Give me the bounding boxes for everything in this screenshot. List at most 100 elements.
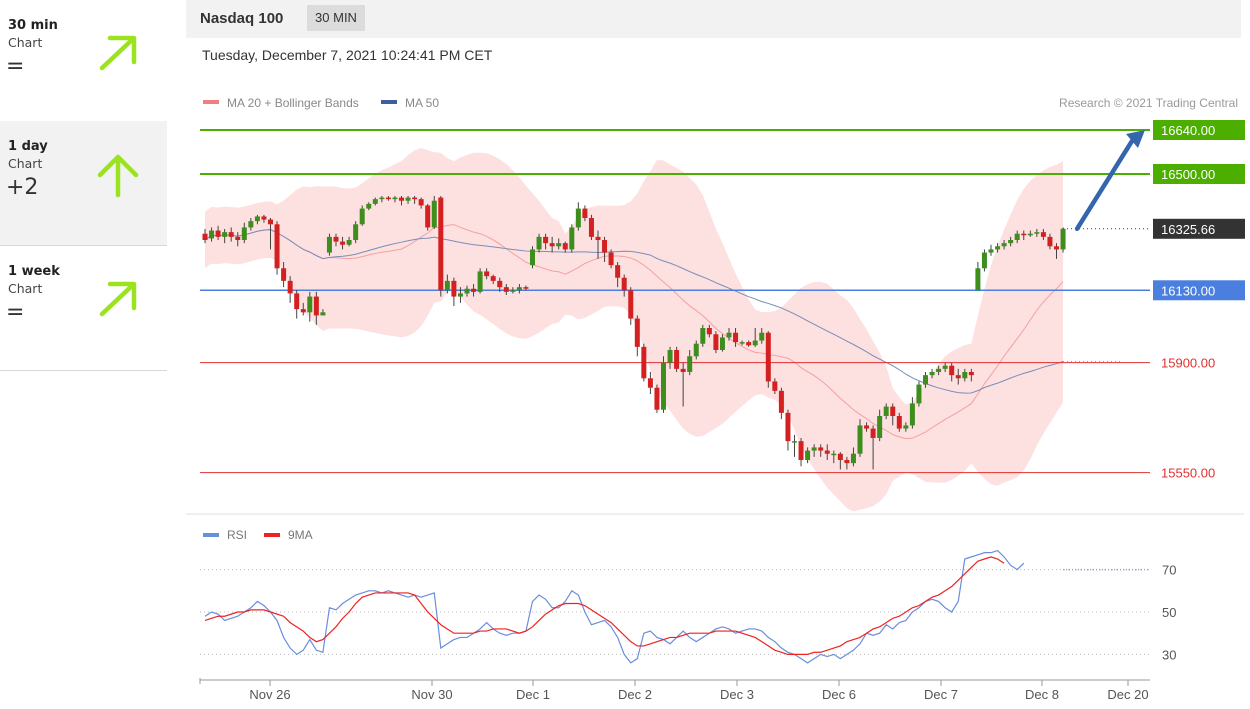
candle <box>399 197 404 201</box>
candle <box>254 216 260 222</box>
candle <box>503 287 509 292</box>
timeframe-subtitle: Chart <box>8 156 43 171</box>
x-axis-label: Dec 1 <box>516 687 550 702</box>
candle <box>372 199 378 204</box>
candle <box>602 240 608 253</box>
timeframe-card-30min[interactable]: 30 min Chart = <box>0 0 167 125</box>
candle <box>1001 243 1007 247</box>
rsi-series-line <box>204 549 1025 664</box>
pivot-label: 16130.00 <box>1161 283 1215 298</box>
candle <box>608 252 614 266</box>
candle <box>320 312 326 316</box>
candle <box>307 296 313 313</box>
candle <box>431 200 437 228</box>
candle <box>248 221 254 228</box>
forecast-arrow-icon <box>1074 138 1135 232</box>
candle <box>726 332 732 338</box>
candle <box>1040 232 1046 237</box>
candle <box>975 268 981 291</box>
candle <box>831 453 837 456</box>
candle <box>883 406 889 416</box>
candle <box>824 450 830 454</box>
timeframe-card-1week[interactable]: 1 week Chart = <box>0 246 167 371</box>
candle <box>464 288 470 294</box>
candle <box>346 240 352 245</box>
candle <box>209 230 215 239</box>
candle <box>425 205 431 228</box>
candle <box>667 350 673 363</box>
candle <box>582 208 588 218</box>
candle <box>674 350 680 369</box>
candle <box>562 243 568 250</box>
candle <box>215 230 221 237</box>
candle <box>1034 232 1040 234</box>
rsi-tick-label: 50 <box>1162 605 1176 620</box>
x-axis-label: Dec 20 <box>1107 687 1148 702</box>
candle <box>359 208 365 225</box>
candle <box>955 375 961 379</box>
timeframe-title: 1 day <box>8 139 48 154</box>
candle <box>516 287 522 291</box>
candle <box>615 265 621 278</box>
candle <box>484 271 490 277</box>
candle <box>752 340 758 346</box>
candle <box>778 390 784 413</box>
legend-swatch <box>381 100 397 104</box>
candle <box>333 236 339 242</box>
candle <box>379 197 385 200</box>
resistance-label-bg <box>1153 120 1245 140</box>
candle <box>1008 240 1014 244</box>
candle <box>864 425 870 429</box>
legend-label: MA 50 <box>405 96 439 110</box>
timeframe-selector[interactable]: 30 MIN <box>307 5 365 31</box>
last-price-label-bg <box>1153 218 1245 239</box>
timeframe-score: = <box>6 54 25 79</box>
candle <box>929 372 935 376</box>
candle <box>294 293 300 310</box>
support-label: 15900.00 <box>1161 356 1215 371</box>
candle <box>235 236 241 240</box>
candle <box>811 447 817 451</box>
timeframe-sidebar: 30 min Chart = 1 day Chart +2 1 week Cha… <box>0 0 167 373</box>
candle <box>1060 228 1066 250</box>
candle <box>634 318 640 347</box>
candle <box>641 346 647 379</box>
chart-panel: Nasdaq 100 30 MIN Tuesday, December 7, 2… <box>186 0 1250 709</box>
candle <box>241 227 247 240</box>
candle <box>706 328 712 335</box>
candle <box>661 362 666 410</box>
x-axis-label: Nov 30 <box>411 687 452 702</box>
candle <box>693 343 699 357</box>
instrument-name: Nasdaq 100 <box>200 10 284 27</box>
candle <box>890 406 896 416</box>
candle <box>1021 233 1027 236</box>
forecast-arrowhead-icon <box>1126 130 1145 148</box>
x-axis-label: Dec 3 <box>720 687 754 702</box>
candle <box>222 232 228 237</box>
timeframe-card-1day[interactable]: 1 day Chart +2 <box>0 121 167 246</box>
resistance-label-bg <box>1153 164 1245 184</box>
candle <box>490 276 496 281</box>
candle <box>988 249 994 253</box>
candle <box>418 199 424 206</box>
candle <box>877 416 883 438</box>
timeframe-subtitle: Chart <box>8 35 43 50</box>
candle <box>497 280 503 288</box>
candle <box>523 287 529 289</box>
timeframe-title: 30 min <box>8 18 58 33</box>
candle <box>353 224 359 240</box>
candle <box>438 197 444 291</box>
last-price-label: 16325.66 <box>1161 222 1215 237</box>
candle <box>909 403 915 426</box>
candle <box>785 412 791 442</box>
rsi-legend-swatch <box>264 533 280 537</box>
timeframe-title: 1 week <box>8 264 60 279</box>
candle <box>536 236 542 250</box>
candle <box>759 332 765 341</box>
candle <box>595 236 601 240</box>
x-axis-label: Dec 8 <box>1025 687 1059 702</box>
candle <box>713 334 719 350</box>
candle <box>936 368 942 372</box>
candle <box>654 387 660 410</box>
candle <box>896 416 902 429</box>
